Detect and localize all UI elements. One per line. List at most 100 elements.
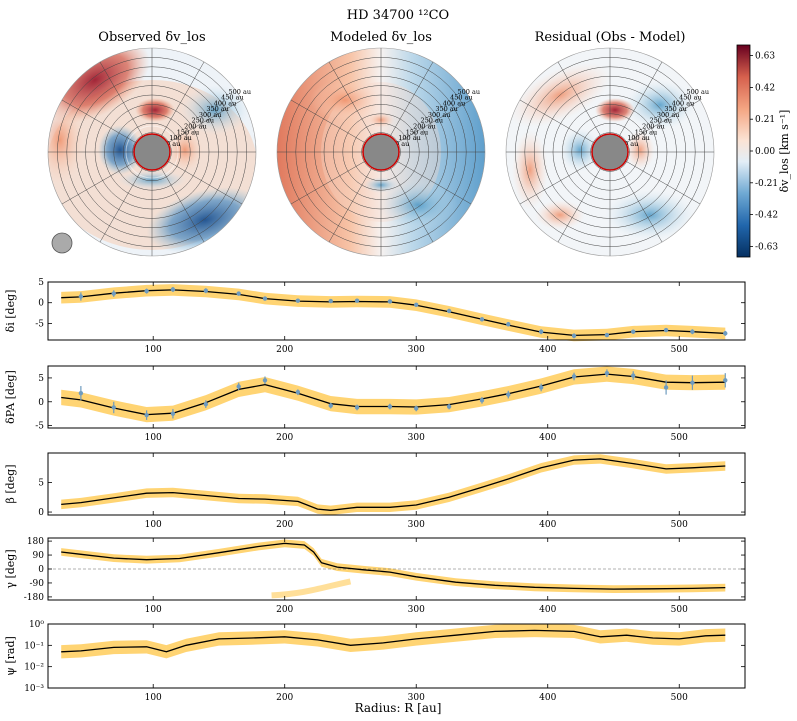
y-tick-label: 0 xyxy=(38,508,44,518)
ring-label: 150 au xyxy=(635,128,658,136)
ring-label: 100 au xyxy=(169,134,192,142)
x-tick-label: 200 xyxy=(276,605,293,615)
data-point xyxy=(538,329,544,334)
data-point xyxy=(354,298,360,303)
data-point xyxy=(144,412,149,418)
x-tick-label: 300 xyxy=(408,605,425,615)
ring-label: 350 au xyxy=(435,105,458,113)
x-tick-label: 400 xyxy=(539,693,556,703)
ring-label: 250 au xyxy=(192,117,215,125)
data-point xyxy=(604,370,610,376)
data-point xyxy=(571,333,577,339)
data-point xyxy=(387,404,393,409)
data-point xyxy=(328,298,333,304)
x-tick-label: 100 xyxy=(145,433,162,443)
ring-label: 200 au xyxy=(184,122,207,130)
data-point xyxy=(203,401,209,407)
y-tick-label: 10⁻¹ xyxy=(24,641,44,651)
residual-mask xyxy=(591,133,629,171)
observed-mask xyxy=(133,133,171,171)
x-tick-label: 500 xyxy=(671,693,688,703)
ring-label: 450 au xyxy=(221,94,244,102)
x-axis-label: Radius: R [au] xyxy=(355,701,442,715)
model-map-title: Modeled δv_los xyxy=(330,30,432,45)
ring-label: 500 au xyxy=(687,88,710,96)
ring-label: 500 au xyxy=(458,88,481,96)
data-point xyxy=(690,329,695,334)
beam-ellipse xyxy=(51,232,73,254)
y-tick-label: -180 xyxy=(24,593,44,603)
y-tick-label: 10⁻² xyxy=(24,663,44,673)
panel-frame xyxy=(47,623,746,689)
data-point xyxy=(604,332,610,338)
data-point xyxy=(446,404,452,409)
x-tick-label: 100 xyxy=(145,345,162,355)
data-point xyxy=(663,385,669,390)
data-point xyxy=(506,392,511,397)
ring-label: 150 au xyxy=(177,128,200,136)
data-point xyxy=(571,374,577,379)
x-tick-label: 400 xyxy=(539,345,556,355)
ring-label: 400 au xyxy=(443,99,466,107)
y-axis-label: δi [deg] xyxy=(4,290,17,333)
y-axis-label: γ [deg] xyxy=(4,549,17,588)
data-point xyxy=(690,380,695,385)
ring-label: 500 au xyxy=(229,88,252,96)
data-point xyxy=(295,298,301,303)
x-tick-label: 200 xyxy=(276,520,293,530)
x-tick-label: 200 xyxy=(276,345,293,355)
data-point xyxy=(723,378,728,383)
ring-label: 300 au xyxy=(199,111,222,119)
data-point xyxy=(479,317,485,322)
data-point xyxy=(479,398,485,403)
y-tick-label: -5 xyxy=(35,319,44,329)
median-fit-line xyxy=(61,458,726,511)
ring-label: 350 au xyxy=(206,105,229,113)
panel-beta: 5 0 100 200 300 400 500 β [deg] xyxy=(4,452,746,530)
y-tick-label: 10⁰ xyxy=(29,620,44,630)
y-tick-label: -90 xyxy=(30,579,45,589)
ring-label: 400 au xyxy=(672,99,695,107)
colorbar-tick-label: 0.00 xyxy=(755,147,775,157)
panel-gamma: 180 90 0 -90 -180 100 200 300 400 500 γ [deg] xyxy=(4,537,746,615)
ring-label: 350 au xyxy=(664,105,687,113)
x-tick-label: 200 xyxy=(276,433,293,443)
ring-label: 200 au xyxy=(642,122,665,130)
ring-label: 100 au xyxy=(627,134,650,142)
data-point xyxy=(262,378,268,383)
ring-label: 400 au xyxy=(214,99,237,107)
posterior-band xyxy=(61,539,726,593)
median-fit-line xyxy=(61,629,726,653)
ring-label: 150 au xyxy=(406,128,429,136)
y-tick-label: 90 xyxy=(33,551,45,561)
ring-label: 100 au xyxy=(398,134,421,142)
y-tick-label: 0 xyxy=(38,565,44,575)
x-tick-label: 300 xyxy=(408,693,425,703)
ring-label: 300 au xyxy=(657,111,680,119)
x-tick-label: 100 xyxy=(145,693,162,703)
posterior-band-wrap xyxy=(271,578,352,599)
data-point xyxy=(723,331,728,336)
y-tick-label: 0 xyxy=(38,398,44,408)
x-tick-label: 500 xyxy=(671,345,688,355)
colorbar-tick-label: -0.63 xyxy=(755,242,778,252)
data-point xyxy=(203,288,209,293)
panel-position-angle: 5 0 -5 100 200 300 400 500 δPA [deg] xyxy=(4,365,746,443)
panel-frame xyxy=(47,452,746,516)
y-tick-label: -5 xyxy=(35,422,44,432)
y-axis-label: β [deg] xyxy=(4,464,17,503)
panel-frame xyxy=(47,281,746,341)
y-tick-label: 5 xyxy=(38,374,44,384)
y-tick-label: 0 xyxy=(38,299,44,309)
x-tick-label: 300 xyxy=(408,433,425,443)
colorbar-tick-label: 0.42 xyxy=(755,83,775,93)
data-point xyxy=(354,405,360,410)
data-point xyxy=(631,373,636,378)
x-tick-label: 400 xyxy=(539,433,556,443)
data-point xyxy=(78,390,84,396)
ring-label: 450 au xyxy=(679,94,702,102)
panel-inclination: 5 0 -5 100 200 300 400 500 δi [deg] xyxy=(4,278,746,355)
data-point xyxy=(506,322,511,327)
data-point xyxy=(144,288,149,294)
